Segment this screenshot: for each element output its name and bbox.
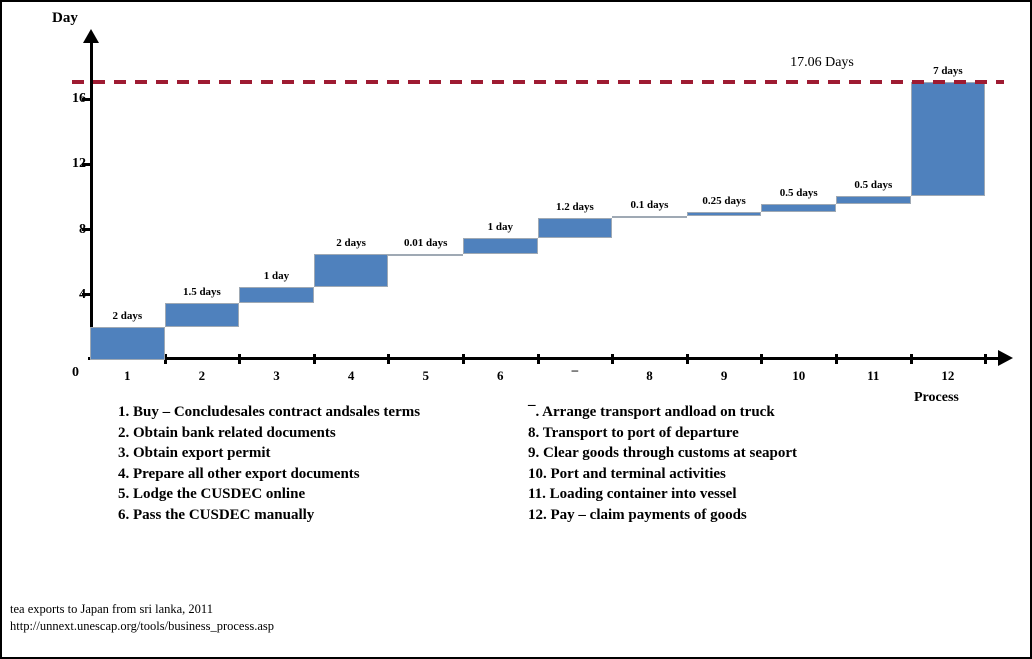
x-axis-title: Process bbox=[914, 390, 959, 405]
x-tick-label-1: 1 bbox=[124, 368, 131, 383]
bar-value-label-5: 0.01 days bbox=[403, 236, 448, 249]
x-tick-label-3: 3 bbox=[273, 368, 280, 383]
y-tick-mark bbox=[82, 228, 91, 231]
x-tick-label-5: 5 bbox=[422, 368, 429, 383]
source-attribution: tea exports to Japan from sri lanka, 201… bbox=[10, 601, 274, 634]
legend-item: 6. Pass the CUSDEC manually bbox=[118, 506, 315, 523]
x-tick-mark bbox=[760, 354, 764, 364]
legend-item: 10. Port and terminal activities bbox=[528, 465, 726, 482]
y-tick-label-8: 8 bbox=[79, 222, 86, 237]
x-tick-mark bbox=[312, 354, 316, 364]
y-tick-mark bbox=[82, 163, 91, 166]
legend-item: 8. Transport to port of departure bbox=[528, 424, 739, 441]
x-tick-mark bbox=[462, 354, 465, 364]
bar-value-label-9: 0.25 days bbox=[702, 195, 746, 208]
source-title: tea exports to Japan from sri lanka, 201… bbox=[10, 602, 213, 616]
bar-process-7 bbox=[537, 218, 613, 238]
bar-value-label-10: 0.5 days bbox=[779, 187, 818, 200]
x-tick-label-11: 11 bbox=[867, 368, 880, 383]
legend-item: 3. Obtain export permit bbox=[118, 445, 271, 461]
bar-value-label-2: 1.5 days bbox=[182, 286, 221, 298]
bar-process-2 bbox=[164, 303, 240, 328]
x-tick-label-12: 12 bbox=[941, 368, 955, 383]
bar-process-9 bbox=[686, 212, 762, 217]
y-tick-label-12: 12 bbox=[72, 156, 86, 171]
legend-item: 5. Lodge the CUSDEC online bbox=[118, 486, 306, 502]
x-tick-mark bbox=[611, 354, 615, 364]
bar-value-label-3: 1 day bbox=[263, 269, 290, 282]
bar-process-4 bbox=[313, 254, 389, 287]
bar-value-label-8: 0.1 days bbox=[630, 199, 669, 212]
y-axis-line bbox=[90, 42, 93, 360]
x-tick-mark bbox=[685, 354, 689, 364]
x-tick-label-2: 2 bbox=[198, 368, 206, 383]
y-tick-mark bbox=[82, 293, 91, 296]
y-tick-label-0: 0 bbox=[72, 365, 79, 380]
x-tick-mark bbox=[238, 354, 242, 364]
x-tick-label-6: 6 bbox=[497, 368, 504, 383]
legend-item: 1. Buy – Concludesales contract andsales… bbox=[118, 404, 421, 420]
x-tick-label-10: 10 bbox=[792, 368, 806, 383]
x-tick-label-7: ¯ bbox=[571, 368, 579, 383]
bar-process-11 bbox=[836, 196, 911, 205]
legend-item: ¯. Arrange transport andload on truck bbox=[528, 404, 775, 420]
x-tick-mark bbox=[163, 354, 167, 364]
bar-process-6 bbox=[463, 237, 538, 254]
x-tick-label-8: 8 bbox=[646, 368, 653, 383]
total-days-label: 17.06 Days bbox=[790, 55, 854, 70]
x-axis-line bbox=[88, 357, 1000, 360]
x-tick-mark bbox=[387, 354, 391, 364]
source-url: http://unnext.unescap.org/tools/business… bbox=[10, 618, 274, 633]
legend-right-column: ¯. Arrange transport andload on truck 8. … bbox=[528, 402, 797, 525]
x-tick-label-9: 9 bbox=[720, 368, 728, 383]
x-tick-label-4: 4 bbox=[347, 368, 355, 383]
y-axis-arrow-icon bbox=[83, 29, 99, 43]
x-tick-mark bbox=[984, 354, 988, 364]
bar-value-label-1: 2 days bbox=[112, 310, 143, 323]
x-tick-mark bbox=[909, 354, 913, 364]
bar-process-8 bbox=[612, 216, 687, 219]
y-tick-label-4: 4 bbox=[79, 287, 86, 302]
bar-process-1 bbox=[90, 327, 165, 360]
y-tick-mark bbox=[82, 98, 91, 101]
bar-process-3 bbox=[239, 286, 314, 303]
legend-item: 11. Loading container into vessel bbox=[528, 486, 737, 502]
legend-left-column: 1. Buy – Concludesales contract andsales… bbox=[118, 402, 420, 525]
bar-process-5 bbox=[388, 253, 463, 256]
legend-item: 2. Obtain bank related documents bbox=[118, 424, 336, 441]
y-axis-title: Day bbox=[52, 10, 78, 26]
bar-value-label-11: 0.5 days bbox=[854, 179, 893, 192]
x-tick-mark bbox=[536, 354, 540, 364]
total-reference-dashed-line bbox=[72, 80, 1004, 84]
bar-process-10 bbox=[761, 204, 836, 213]
legend-item: 12. Pay – claim payments of goods bbox=[528, 506, 747, 523]
bar-value-label-12: 7 days bbox=[933, 65, 963, 77]
legend-item: 9. Clear goods through customs at seapor… bbox=[528, 445, 798, 461]
x-axis-arrow-icon bbox=[998, 350, 1013, 366]
y-tick-label-16: 16 bbox=[72, 91, 86, 106]
bar-value-label-4: 2 days bbox=[336, 237, 366, 250]
legend-item: 4. Prepare all other export documents bbox=[118, 465, 360, 482]
bar-value-label-7: 1.2 days bbox=[555, 201, 594, 214]
bar-process-12 bbox=[910, 82, 986, 197]
x-tick-mark bbox=[835, 354, 838, 364]
bar-value-label-6: 1 day bbox=[487, 220, 513, 233]
